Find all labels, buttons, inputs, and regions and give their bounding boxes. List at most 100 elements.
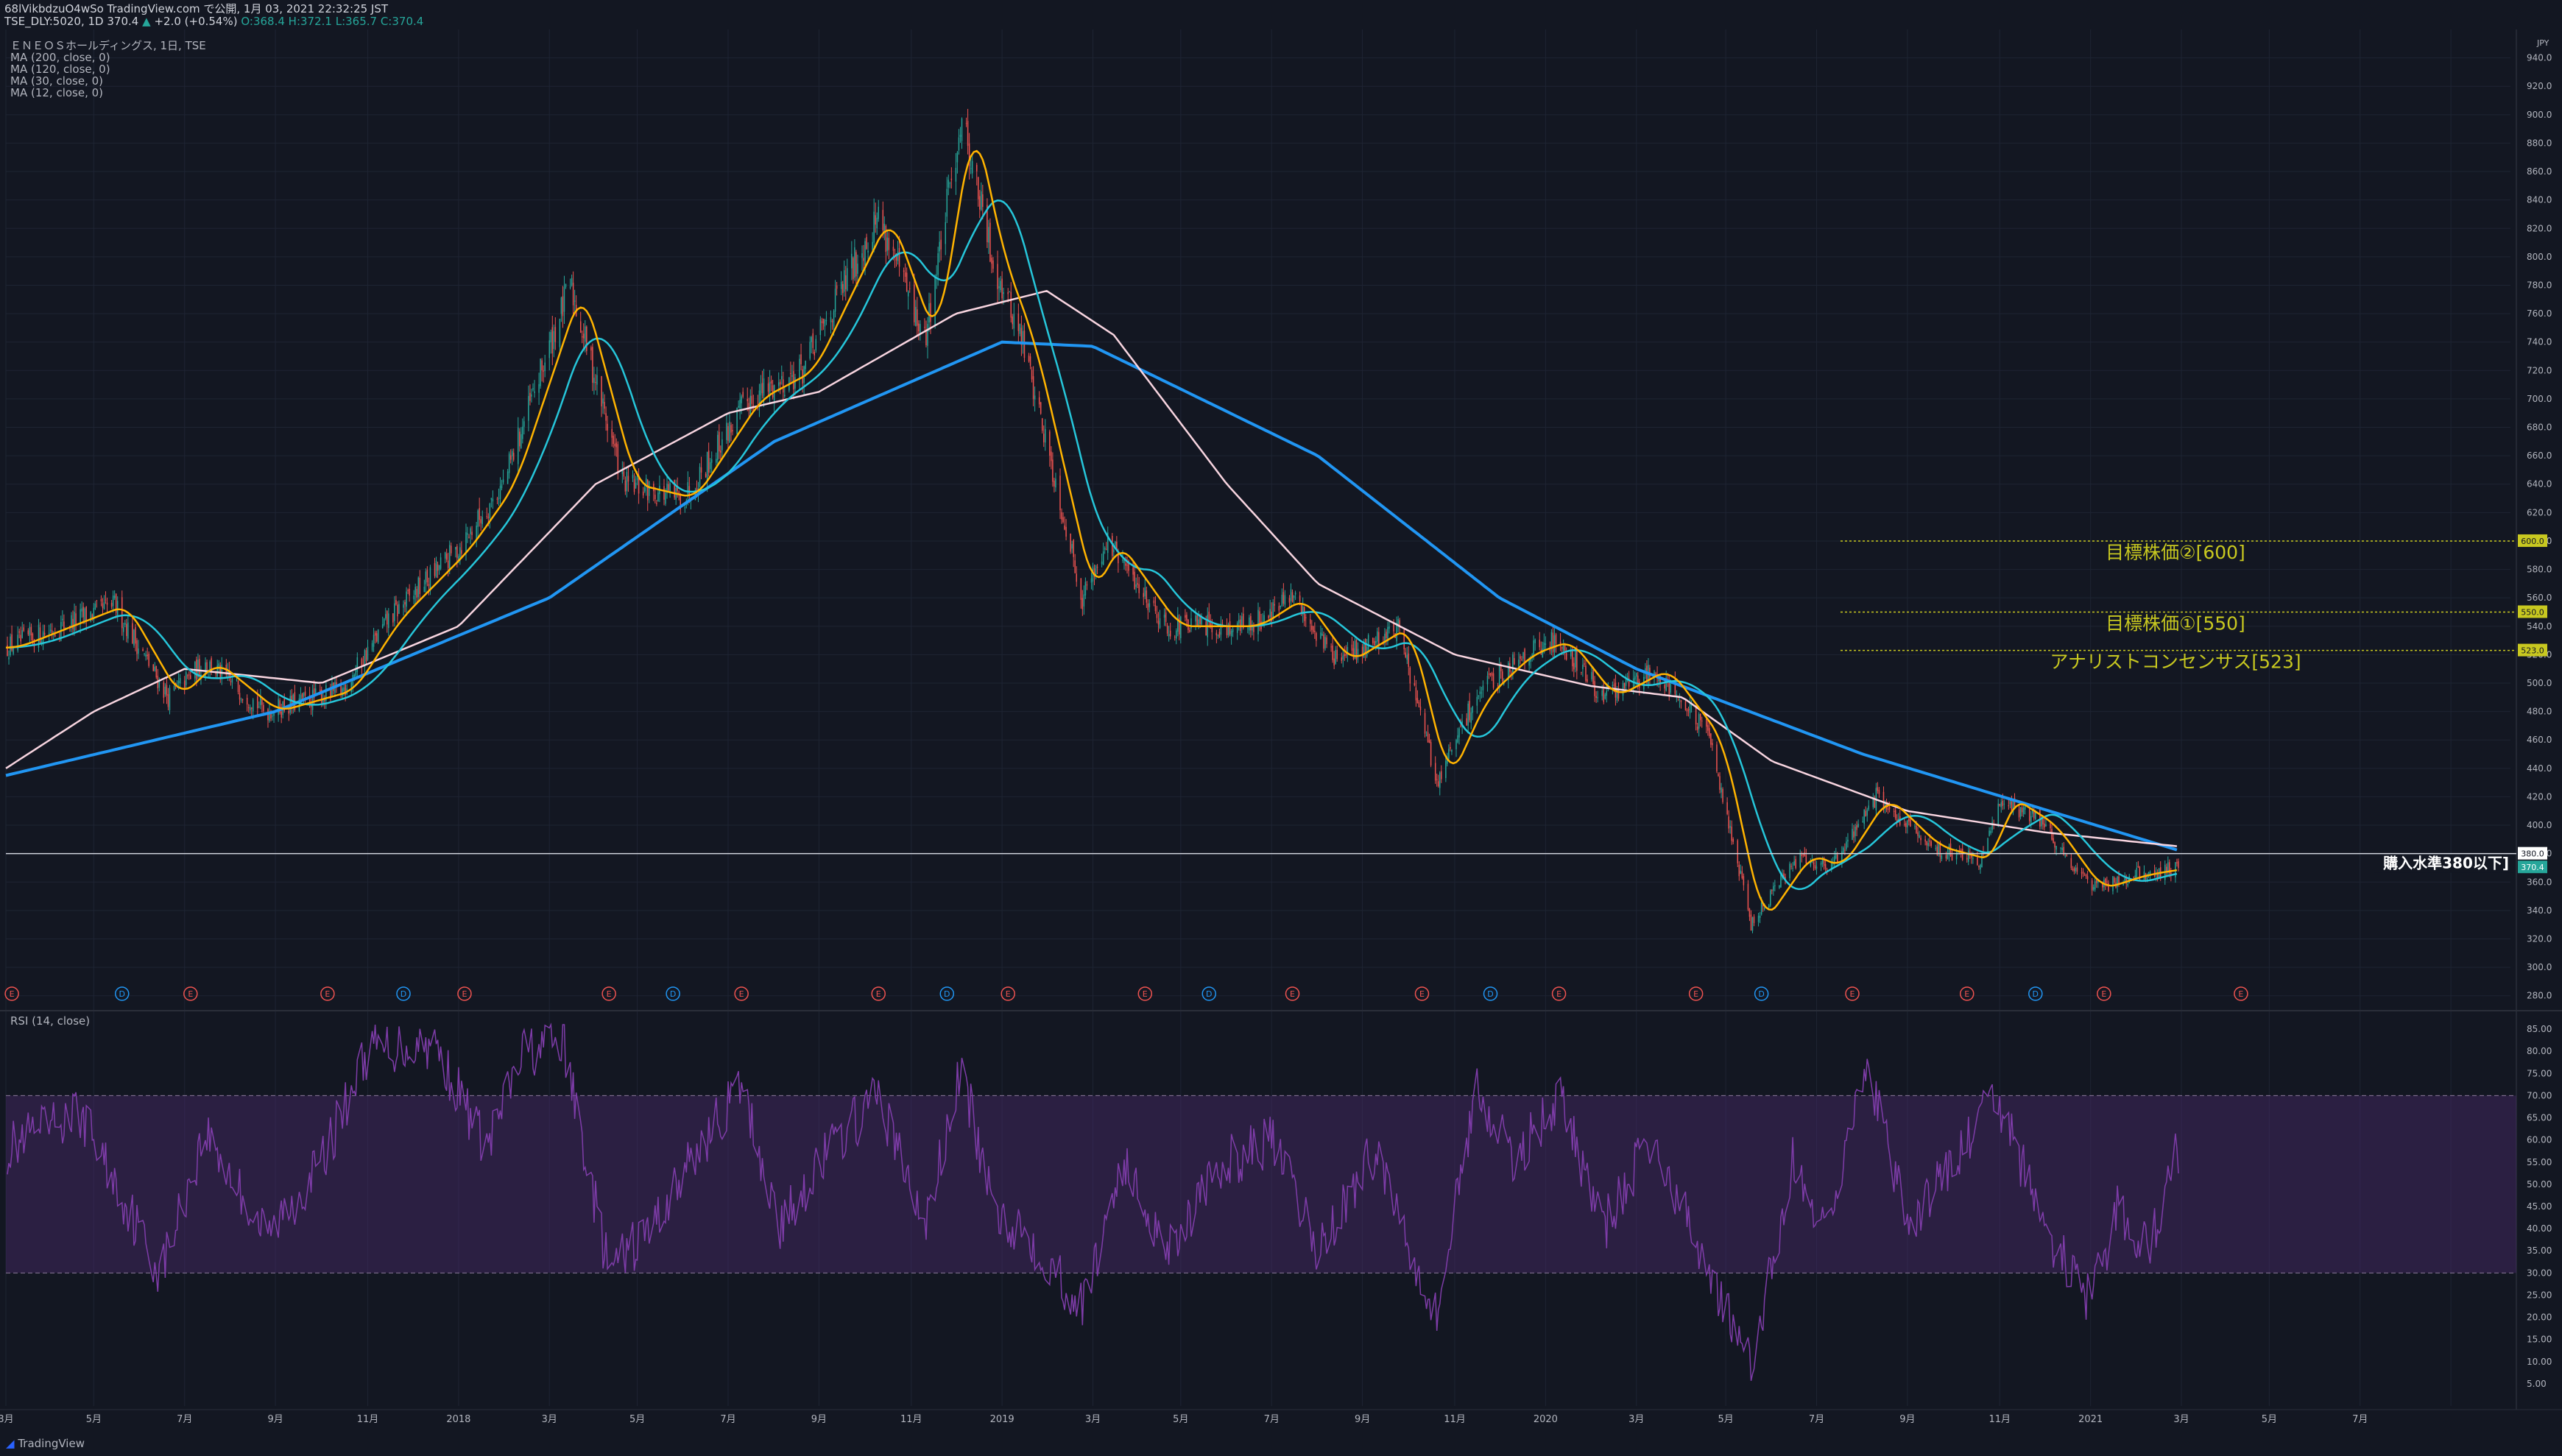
candle-body xyxy=(392,613,394,623)
candle-body xyxy=(407,590,409,592)
candle-body xyxy=(1049,431,1051,456)
legend-ma30[interactable]: MA (30, close, 0) xyxy=(10,74,104,88)
x-tick-label: 11月 xyxy=(357,1414,379,1425)
candle-body xyxy=(987,205,988,243)
candle-body xyxy=(700,467,702,473)
event-letter: D xyxy=(119,989,125,999)
candle-body xyxy=(836,285,838,289)
candle-body xyxy=(1427,732,1429,743)
candle-body xyxy=(17,635,18,651)
rsi-legend[interactable]: RSI (14, close) xyxy=(10,1014,91,1028)
candle-body xyxy=(1601,690,1603,696)
candle-body xyxy=(1300,604,1302,614)
x-tick-label: 5月 xyxy=(86,1414,102,1425)
price-tick-label: 300.0 xyxy=(2527,962,2552,972)
candle-body xyxy=(1988,830,1990,836)
candle-body xyxy=(361,658,363,668)
candle-body xyxy=(1403,629,1405,650)
candle-body xyxy=(112,595,114,607)
candle-body xyxy=(1670,681,1672,693)
event-circle xyxy=(396,986,411,1001)
candle-body xyxy=(696,488,698,491)
candle-body xyxy=(1238,620,1240,623)
candle-body xyxy=(479,508,480,520)
legend-ma200[interactable]: MA (200, close, 0) xyxy=(10,51,110,64)
candle-body xyxy=(1451,749,1453,752)
candle-body xyxy=(1052,459,1054,482)
candle-body xyxy=(336,682,337,686)
candle-body xyxy=(476,526,477,540)
candle-body xyxy=(554,327,557,342)
candle-body xyxy=(2076,867,2078,872)
candle-body xyxy=(2031,809,2033,814)
candle-body xyxy=(1113,549,1115,553)
candle-body xyxy=(1719,776,1721,790)
candle-body xyxy=(825,319,827,322)
event-circle xyxy=(320,986,335,1001)
candle-body xyxy=(394,603,395,621)
candle-body xyxy=(2063,847,2064,855)
candle-body xyxy=(645,478,647,487)
earnings-marker: E xyxy=(2097,986,2111,1001)
candle-body xyxy=(1966,858,1968,860)
candle-body xyxy=(206,662,208,670)
candle-body xyxy=(613,436,614,445)
candle-body xyxy=(20,635,21,642)
legend-ma120[interactable]: MA (120, close, 0) xyxy=(10,63,110,76)
candle-body xyxy=(1302,606,1304,615)
candle-body xyxy=(48,632,50,634)
candle-body xyxy=(617,444,619,474)
candle-body xyxy=(1125,563,1126,566)
candle-body xyxy=(1064,525,1065,530)
candle-body xyxy=(1093,568,1095,577)
legend-ma12[interactable]: MA (12, close, 0) xyxy=(10,86,104,99)
price-tick-label: 760.0 xyxy=(2527,308,2552,319)
candle-body xyxy=(2051,829,2053,840)
candle-body xyxy=(541,360,543,371)
candle-body xyxy=(975,165,978,172)
earnings-marker: E xyxy=(1960,986,1975,1001)
candle-body xyxy=(915,306,917,326)
candle-body xyxy=(560,297,562,314)
candle-body xyxy=(882,210,884,230)
candle-body xyxy=(188,674,190,676)
price-tick-label: 360.0 xyxy=(2527,877,2552,887)
candle-body xyxy=(133,629,135,646)
candle-body xyxy=(1585,665,1587,681)
candle-body xyxy=(1941,855,1943,859)
x-tick-label: 3月 xyxy=(1085,1414,1101,1425)
candle-body xyxy=(601,376,602,407)
candle-body xyxy=(1676,694,1678,696)
candle-body xyxy=(1430,742,1432,766)
candle-body xyxy=(719,431,720,452)
candle-body xyxy=(1780,874,1782,888)
indicator-legend: ＥＮＥＯＳホールディングス, 1日, TSE MA (200, close, 0… xyxy=(10,40,206,99)
candle-body xyxy=(2095,880,2097,883)
legend-title[interactable]: ＥＮＥＯＳホールディングス, 1日, TSE xyxy=(10,39,206,52)
candle-body xyxy=(1450,746,1451,749)
candle-body xyxy=(269,712,270,721)
candle-body xyxy=(635,482,637,489)
candle-body xyxy=(855,252,857,277)
candle-body xyxy=(1866,810,1868,816)
candle-body xyxy=(155,665,158,678)
candle-body xyxy=(1017,314,1020,331)
candle-body xyxy=(1501,671,1503,681)
candle-body xyxy=(937,253,939,275)
candle-body xyxy=(2083,874,2086,876)
candle-body xyxy=(1179,618,1180,635)
candle-body xyxy=(529,392,531,401)
candle-body xyxy=(1971,855,1972,858)
candle-body xyxy=(1445,760,1447,778)
candle-body xyxy=(1896,819,1898,823)
event-letter: E xyxy=(1143,989,1148,999)
candle-body xyxy=(878,206,879,219)
candle-body xyxy=(1497,685,1499,687)
candle-body xyxy=(1252,623,1253,631)
candle-body xyxy=(132,623,133,643)
event-letter: E xyxy=(462,989,467,999)
candle-body xyxy=(772,385,774,397)
candle-body xyxy=(2021,807,2023,813)
candle-body xyxy=(1157,621,1160,625)
